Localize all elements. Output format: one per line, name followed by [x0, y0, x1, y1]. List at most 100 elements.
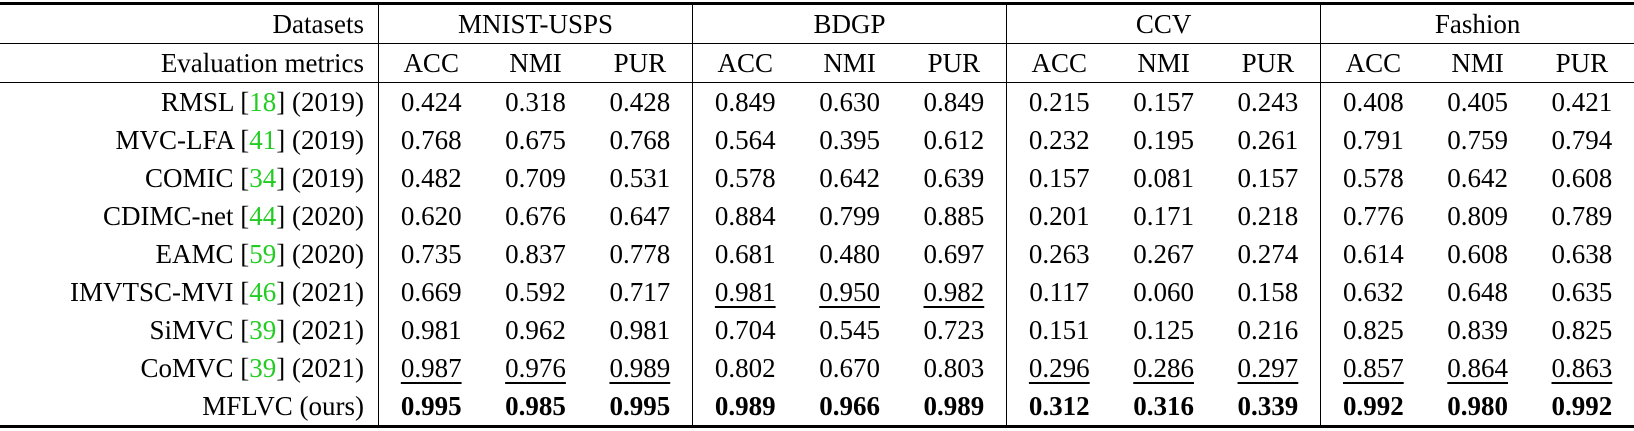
value-cell: 0.995	[587, 387, 694, 428]
value: 0.849	[714, 87, 776, 117]
method-label: MVC-LFA [41] (2019)	[0, 121, 379, 159]
value: 0.776	[1342, 201, 1404, 231]
value: 0.849	[923, 87, 985, 117]
method-label: RMSL [18] (2019)	[0, 82, 379, 121]
value: 0.884	[714, 201, 776, 231]
method-text: ] (2021)	[276, 353, 364, 383]
value-cell: 0.980	[1425, 387, 1530, 428]
value: 0.263	[1028, 239, 1090, 269]
metric-header: PUR	[1215, 43, 1322, 83]
value-cell: 0.267	[1112, 235, 1216, 273]
method-label: SiMVC [39] (2021)	[0, 311, 379, 349]
value: 0.232	[1028, 125, 1090, 155]
value: 0.789	[1551, 201, 1613, 231]
value: 0.980	[1447, 391, 1509, 421]
value: 0.976	[505, 353, 566, 383]
value: 0.117	[1029, 277, 1090, 307]
metric-header: PUR	[1529, 43, 1634, 83]
value: 0.639	[923, 163, 985, 193]
value: 0.989	[923, 391, 985, 421]
value-cell: 0.794	[1530, 121, 1634, 159]
value: 0.799	[819, 201, 880, 231]
value: 0.408	[1342, 87, 1404, 117]
value-cell: 0.670	[797, 349, 901, 387]
value-cell: 0.232	[1007, 121, 1112, 159]
method-text: ] (2019)	[276, 163, 364, 193]
method-text: COMIC [	[145, 163, 250, 193]
value-cell: 0.395	[797, 121, 901, 159]
value-cell: 0.261	[1215, 121, 1322, 159]
method-text: IMVTSC-MVI [	[70, 277, 250, 307]
value: 0.395	[819, 125, 880, 155]
value: 0.578	[714, 163, 776, 193]
value-cell: 0.857	[1321, 349, 1426, 387]
value: 0.608	[1551, 163, 1613, 193]
value-cell: 0.864	[1426, 349, 1530, 387]
value-cell: 0.157	[1007, 159, 1112, 197]
value-cell: 0.531	[587, 159, 694, 197]
value: 0.297	[1237, 353, 1299, 383]
value: 0.171	[1133, 201, 1194, 231]
value-cell: 0.608	[1530, 159, 1634, 197]
metric-header: PUR	[901, 43, 1008, 83]
value-cell: 0.778	[587, 235, 694, 273]
value-cell: 0.723	[901, 311, 1008, 349]
value: 0.195	[1133, 125, 1194, 155]
value-cell: 0.243	[1215, 82, 1322, 121]
metric-header: ACC	[692, 43, 798, 83]
value-cell: 0.482	[379, 159, 484, 197]
value: 0.274	[1237, 239, 1299, 269]
value: 0.809	[1447, 201, 1509, 231]
method-text: ] (2019)	[276, 125, 364, 155]
value-cell: 0.989	[692, 387, 798, 428]
value-cell: 0.195	[1112, 121, 1216, 159]
value-cell: 0.635	[1530, 273, 1634, 311]
value: 0.564	[714, 125, 776, 155]
value-cell: 0.286	[1112, 349, 1216, 387]
value-cell: 0.768	[379, 121, 484, 159]
value: 0.428	[609, 87, 671, 117]
value: 0.803	[923, 353, 985, 383]
value-cell: 0.791	[1321, 121, 1426, 159]
value-cell: 0.630	[797, 83, 901, 122]
value: 0.885	[923, 201, 985, 231]
value: 0.261	[1237, 125, 1299, 155]
value-cell: 0.885	[901, 197, 1008, 235]
method-text: CoMVC [	[140, 353, 250, 383]
value: 0.735	[400, 239, 462, 269]
value-cell: 0.216	[1215, 311, 1322, 349]
value: 0.992	[1551, 391, 1613, 421]
value: 0.995	[400, 391, 462, 421]
value: 0.081	[1133, 163, 1194, 193]
value-cell: 0.339	[1215, 387, 1322, 428]
value: 0.482	[400, 163, 462, 193]
value-cell: 0.681	[693, 235, 798, 273]
metric-header: NMI	[1111, 43, 1216, 83]
value-cell: 0.201	[1007, 197, 1112, 235]
method-text: ] (2020)	[276, 239, 364, 269]
value: 0.243	[1237, 87, 1299, 117]
value-cell: 0.081	[1112, 159, 1216, 197]
value-cell: 0.157	[1215, 159, 1322, 197]
dataset-header: CCV	[1006, 2, 1322, 44]
value: 0.995	[609, 391, 671, 421]
dataset-header: Fashion	[1320, 2, 1634, 44]
value-cell: 0.839	[1426, 311, 1530, 349]
data-row: CoMVC [39] (2021) 0.987 0.976 0.989 0.802 0.6…	[0, 349, 1634, 387]
value-cell: 0.274	[1215, 235, 1322, 273]
dataset-header: BDGP	[692, 2, 1008, 44]
data-row: SiMVC [39] (2021) 0.981 0.962 0.981 0.704 0.5…	[0, 311, 1634, 349]
value-cell: 0.809	[1426, 197, 1530, 235]
method-label: CoMVC [39] (2021)	[0, 349, 379, 387]
value-cell: 0.215	[1007, 83, 1112, 122]
value: 0.151	[1028, 315, 1090, 345]
value: 0.825	[1342, 315, 1404, 345]
value-cell: 0.638	[1530, 235, 1634, 273]
citation: 46	[249, 277, 277, 307]
method-text: EAMC [	[155, 239, 250, 269]
value-cell: 0.735	[379, 235, 484, 273]
value: 0.778	[609, 239, 671, 269]
value: 0.717	[609, 277, 671, 307]
